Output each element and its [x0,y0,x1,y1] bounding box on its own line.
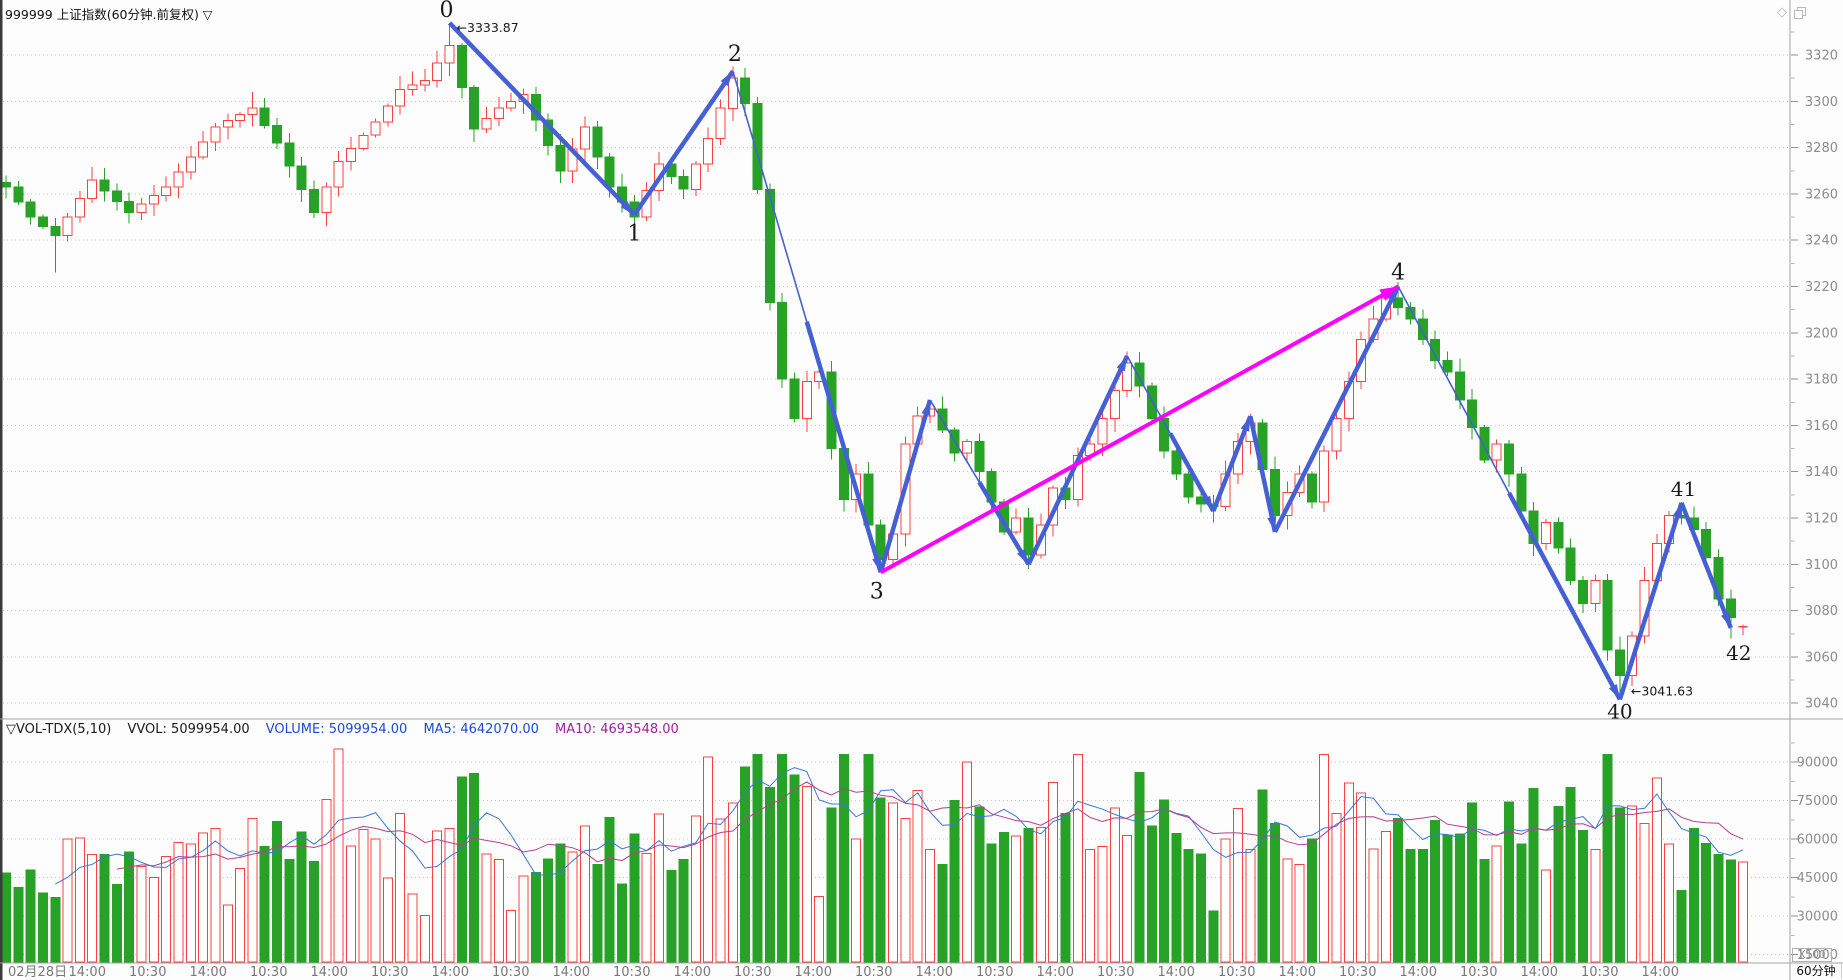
volume-bars [1,748,1749,963]
ma5-line [55,767,1744,885]
volume-ma-lines [55,767,1744,885]
wave-labels: 0←3333.87 1 2 3 4 40←3041.63 41 42 [440,0,1752,723]
svg-text:3280: 3280 [1805,141,1838,156]
svg-text:14:00: 14:00 [553,965,590,980]
svg-text:14:00: 14:00 [190,965,227,980]
wave-label-42: 42 [1726,641,1751,665]
chart-title[interactable]: 999999 上证指数(60分钟.前复权) ▽ [5,7,213,22]
wave-label-1: 1 [627,222,641,247]
indicator-name[interactable]: ▽VOL-TDX(5,10) [6,722,112,737]
svg-text:14:00: 14:00 [1037,965,1074,980]
svg-text:14:00: 14:00 [1521,965,1558,980]
svg-text:10:30: 10:30 [1339,965,1376,980]
svg-text:10:30: 10:30 [1581,965,1618,980]
svg-text:10:30: 10:30 [855,965,892,980]
diamond-icon[interactable]: ◇ [1777,5,1787,20]
svg-text:14:00: 14:00 [69,965,106,980]
svg-text:3140: 3140 [1805,465,1838,480]
svg-text:10:30: 10:30 [1097,965,1134,980]
svg-text:10:30: 10:30 [129,965,166,980]
wave-label-4: 4 [1391,261,1405,286]
ma10-value: MA10: 4693548.00 [555,722,679,737]
vvol-value: VVOL: 5099954.00 [127,722,250,737]
svg-text:3320: 3320 [1805,49,1838,64]
svg-text:3100: 3100 [1805,558,1838,573]
svg-text:90000: 90000 [1797,756,1838,771]
time-axis: 02月28日 14:00 10:30 14:00 10:30 14:00 10:30 14:0… [8,965,1679,980]
wave-label-41: 41 [1671,477,1696,501]
svg-text:10:30: 10:30 [492,965,529,980]
svg-text:3180: 3180 [1805,373,1838,388]
volume-value: VOLUME: 5099954.00 [265,722,408,737]
svg-text:14:00: 14:00 [795,965,832,980]
chart-toolbar-icons: ◇ [1777,5,1807,20]
svg-text:14:00: 14:00 [311,965,348,980]
svg-text:10:30: 10:30 [1218,965,1255,980]
svg-text:15000: 15000 [1797,948,1838,963]
period-button[interactable]: 60分钟 [1791,964,1842,979]
wave-label-40: 40 [1607,699,1632,723]
svg-text:3060: 3060 [1805,650,1838,665]
svg-text:45000: 45000 [1797,871,1838,886]
svg-text:02月28日: 02月28日 [8,965,67,980]
svg-text:3260: 3260 [1805,187,1838,202]
svg-text:14:00: 14:00 [1279,965,1316,980]
wave-lines [447,21,1733,701]
trend-line-magenta [879,284,1400,575]
wave-label-0: 0 [440,0,454,23]
svg-text:30000: 30000 [1797,910,1838,925]
price-annotation: ←3333.87 [457,20,519,35]
svg-text:10:30: 10:30 [613,965,650,980]
svg-text:3220: 3220 [1805,280,1838,295]
svg-text:10:30: 10:30 [1460,965,1497,980]
svg-text:14:00: 14:00 [916,965,953,980]
svg-text:3040: 3040 [1805,697,1838,712]
svg-text:75000: 75000 [1797,794,1838,809]
wave-label-2: 2 [728,42,742,67]
svg-text:14:00: 14:00 [1400,965,1437,980]
volume-unit-badge: X100 [1792,948,1832,962]
svg-text:14:00: 14:00 [1642,965,1679,980]
svg-text:10:30: 10:30 [976,965,1013,980]
svg-text:10:30: 10:30 [734,965,771,980]
volume-indicator-header: ▽VOL-TDX(5,10) VVOL: 5099954.00 VOLUME: … [6,722,691,737]
restore-window-icon[interactable] [1793,6,1807,20]
svg-text:60000: 60000 [1797,833,1838,848]
ma5-value: MA5: 4642070.00 [423,722,539,737]
price-annotation: ←3041.63 [1631,683,1693,698]
svg-text:3080: 3080 [1805,604,1838,619]
price-axis: 3320 3300 3280 3260 3240 3220 3200 3180 3160 3140… [1791,31,1838,712]
volume-axis: 90000 75000 60000 45000 30000 15000 [1791,742,1838,963]
svg-text:3120: 3120 [1805,512,1838,527]
ma10-line [116,781,1744,870]
wave-label-3: 3 [870,579,884,604]
svg-text:14:00: 14:00 [674,965,711,980]
svg-text:3160: 3160 [1805,419,1838,434]
price-gridlines [3,54,1789,704]
svg-text:3300: 3300 [1805,95,1838,110]
svg-text:3200: 3200 [1805,326,1838,341]
svg-text:3240: 3240 [1805,234,1838,249]
svg-text:10:30: 10:30 [371,965,408,980]
svg-text:14:00: 14:00 [1158,965,1195,980]
svg-text:14:00: 14:00 [432,965,469,980]
svg-text:10:30: 10:30 [250,965,287,980]
